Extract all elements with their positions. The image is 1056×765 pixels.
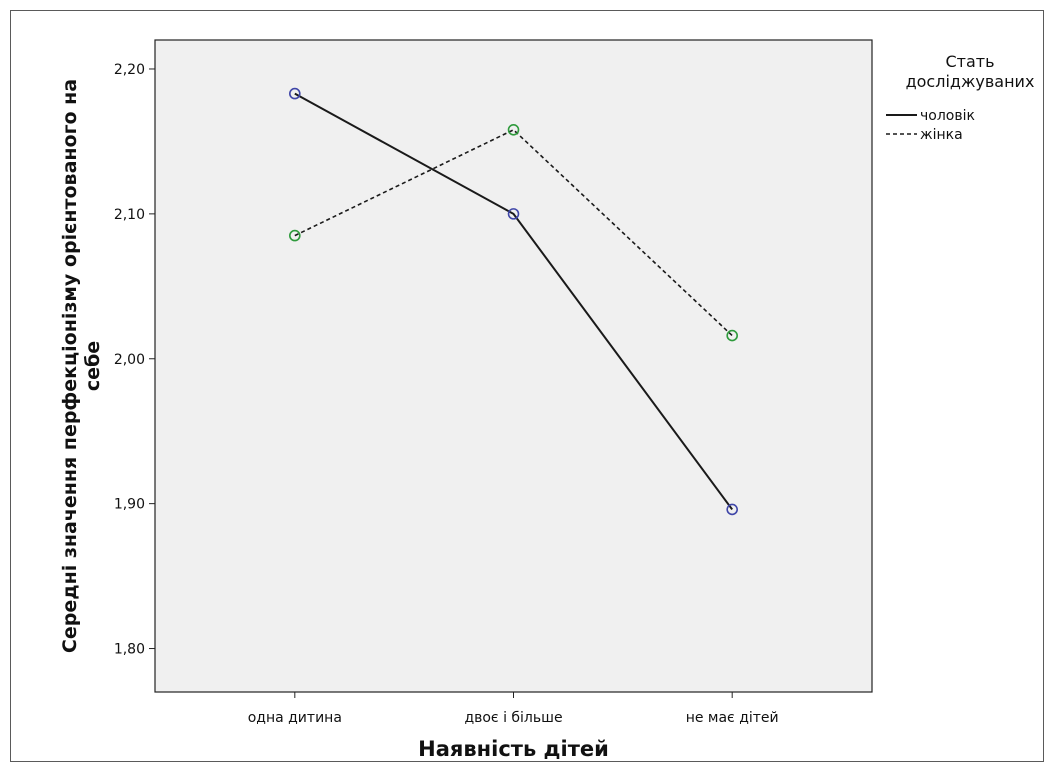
y-axis-title: Середні значення перфекціонізму орієнтов… [59,79,104,653]
series-line-2 [294,128,733,337]
data-point-marker [726,503,738,516]
x-tick-label: двоє і більше [464,710,562,726]
x-axis: одна дитина двоє і більше не має дітей [248,692,779,726]
x-tick-label: не має дітей [686,710,779,726]
chart-frame [10,10,1044,762]
legend-items: чоловік жінка [886,108,975,143]
legend-title-line-1: Стать [945,52,994,71]
legend-label: чоловік [920,108,975,124]
series-line-1 [294,92,733,511]
data-point-marker [507,124,520,136]
y-axis-title-line: себе [82,341,104,391]
y-tick-label: 2,20 [114,62,145,78]
legend: Стать досліджуваних чоловік жінка [886,52,1034,143]
y-tick-label: 1,90 [114,497,145,513]
y-axis: 1,80 1,90 2,00 2,10 2,20 [114,62,155,658]
data-point-marker [726,329,738,342]
legend-title-line-2: досліджуваних [906,72,1035,91]
plot-area [154,39,873,693]
y-tick-label: 2,10 [114,207,145,223]
y-tick-label: 2,00 [114,352,145,368]
x-tick-label: одна дитина [248,710,342,726]
data-point-marker [289,87,301,100]
legend-label: жінка [920,127,963,143]
x-axis-title: Наявність дітей [418,737,609,761]
y-axis-title-line: Середні значення перфекціонізму орієнтов… [59,79,81,653]
data-point-marker [507,208,520,220]
data-point-marker [289,229,301,242]
series-layer [289,87,738,516]
y-tick-label: 1,80 [114,642,145,658]
